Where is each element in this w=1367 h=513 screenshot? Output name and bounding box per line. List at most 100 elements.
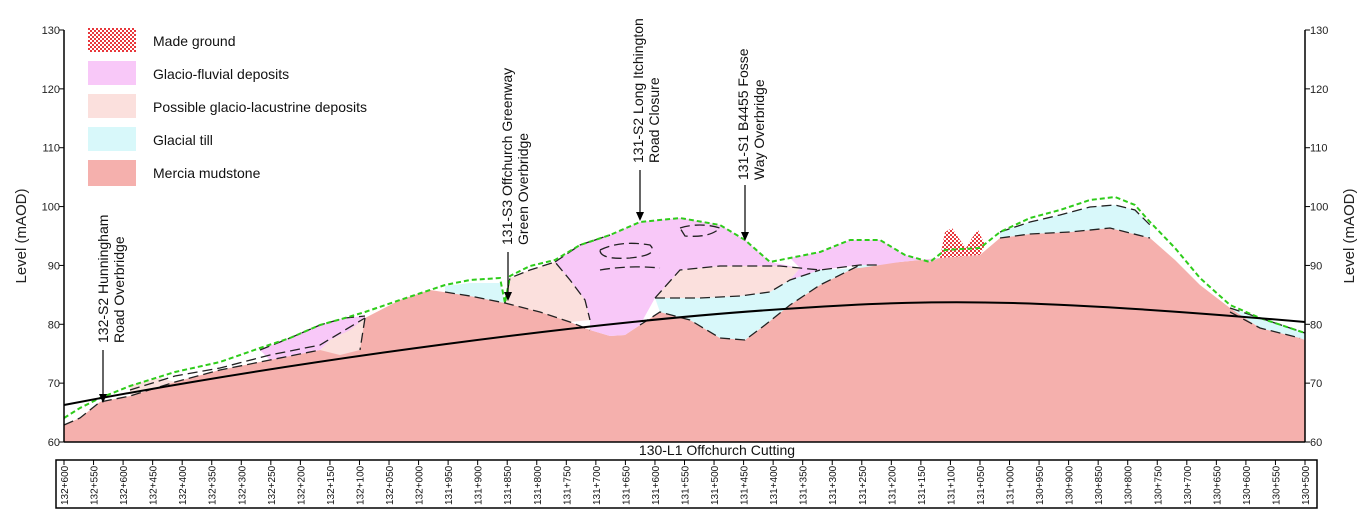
chainage-label: 131+450 — [740, 465, 751, 505]
chainage-label: 132+450 — [149, 465, 160, 505]
chainage-label: 131+700 — [592, 465, 603, 505]
axis-tick-label: 130 — [1310, 25, 1328, 37]
glacial-till-layer — [655, 265, 880, 340]
axis-tick-label: 90 — [1310, 260, 1322, 272]
strata-layers — [64, 205, 1305, 442]
chainage-box — [55, 459, 1318, 509]
chainage-label: 131+200 — [887, 465, 898, 505]
legend: Made ground Glacio-fluvial deposits Poss… — [88, 28, 367, 186]
chainage-label: 131+100 — [946, 465, 957, 505]
axis-tick-label: 90 — [48, 260, 60, 272]
chainage-label: 132+350 — [208, 465, 219, 505]
axis-tick-label: 80 — [1310, 319, 1322, 331]
alignment-line — [63, 301, 1306, 406]
chainage-label: 131+250 — [858, 465, 869, 505]
axis-tick-label: 80 — [48, 319, 60, 331]
chainage-label: 130+600 — [1242, 465, 1253, 505]
legend-swatch-glacio-fluvial — [88, 61, 136, 85]
chainage-label: 130+800 — [1124, 465, 1135, 505]
axis-tick-label: 130 — [42, 25, 60, 37]
chainage-label: 131+600 — [651, 465, 662, 505]
legend-label: Made ground — [153, 33, 236, 49]
section-title: 130-L1 Offchurch Cutting — [639, 442, 795, 458]
legend-label: Glacial till — [153, 132, 213, 148]
callout-label: Green Overbridge — [515, 133, 531, 245]
chainage-label: 132+300 — [237, 465, 248, 505]
mercia-mudstone-layer — [64, 228, 1305, 442]
legend-label: Mercia mudstone — [153, 165, 261, 181]
chainage-label: 131+850 — [503, 465, 514, 505]
chainage-label: 130+950 — [1035, 465, 1046, 505]
chainage-label: 131+950 — [444, 465, 455, 505]
chainage-label: 130+550 — [1271, 465, 1282, 505]
callout-fosse-way: 131-S1 B4455 Fosse Way Overbridge — [735, 48, 767, 241]
legend-label: Glacio-fluvial deposits — [153, 66, 289, 82]
chainage-label: 131+800 — [533, 465, 544, 505]
chainage-label: 132+550 — [90, 465, 101, 505]
axis-tick-label: 100 — [42, 202, 60, 214]
chainage-label: 130+750 — [1153, 465, 1164, 505]
axis-tick-label: 120 — [1310, 84, 1328, 96]
callout-label: 131-S3 Offchurch Greenway — [499, 68, 515, 245]
chainage-label: 131+150 — [917, 465, 928, 505]
chainage-label: 130+850 — [1094, 465, 1105, 505]
axis-tick-label: 120 — [42, 84, 60, 96]
legend-swatch-glacial-till — [88, 127, 136, 151]
axis-tick-label: 60 — [1310, 437, 1322, 449]
chainage-label: 132+600 — [119, 465, 130, 505]
callout-offchurch-greenway: 131-S3 Offchurch Greenway Green Overbrid… — [499, 68, 531, 301]
axis-tick-label: 60 — [48, 437, 60, 449]
glacial-till-layer — [1000, 205, 1150, 238]
callout-label: Road Overbridge — [111, 236, 127, 343]
axis-tick-label: 110 — [42, 143, 60, 155]
axis-tick-label: 100 — [1310, 202, 1328, 214]
right-axis-ticks: 60 70 80 90 100 110 120 130 — [1305, 25, 1328, 449]
chainage-labels: 132+600 132+550 132+600 132+450 132+400 132+3… — [60, 460, 1312, 505]
legend-label: Possible glacio-lacustrine deposits — [153, 99, 367, 115]
chainage-label: 130+650 — [1212, 465, 1223, 505]
chainage-label: 131+300 — [828, 465, 839, 505]
glacio-fluvial-layer — [555, 218, 800, 336]
callout-label: 131-S1 B4455 Fosse — [735, 48, 751, 180]
chainage-label: 131+350 — [799, 465, 810, 505]
chainage-label: 132+600 — [60, 465, 71, 505]
chainage-label: 131+650 — [621, 465, 632, 505]
chainage-label: 131+900 — [474, 465, 485, 505]
chainage-label: 132+100 — [355, 465, 366, 505]
legend-swatch-mercia-mudstone — [88, 160, 136, 186]
right-axis-title: Level (mAOD) — [1341, 188, 1358, 283]
axis-tick-label: 70 — [48, 378, 60, 390]
glacio-fluvial-layer — [260, 316, 365, 360]
chainage-label: 131+000 — [1006, 465, 1017, 505]
ground-surface-line — [63, 195, 1306, 419]
chainage-label: 130+900 — [1065, 465, 1076, 505]
chainage-label: 130+700 — [1183, 465, 1194, 505]
chainage-label: 132+050 — [385, 465, 396, 505]
legend-swatch-made-ground — [88, 28, 136, 52]
glacial-till-layer — [1230, 308, 1305, 340]
chainage-label: 132+150 — [326, 465, 337, 505]
chainage-label: 131+750 — [562, 465, 573, 505]
chainage-label: 131+500 — [710, 465, 721, 505]
callout-label: Way Overbridge — [751, 79, 767, 180]
chainage-label: 130+500 — [1301, 465, 1312, 505]
chainage-label: 132+200 — [296, 465, 307, 505]
glacio-lacustrine-layer — [320, 318, 365, 355]
chainage-label: 132+250 — [267, 465, 278, 505]
glacio-lacustrine-layer — [505, 262, 590, 322]
left-axis-title: Level (mAOD) — [13, 188, 30, 283]
chainage-label: 131+050 — [976, 465, 987, 505]
callout-hunningham: 132-S2 Hunningham Road Overbridge — [95, 215, 127, 403]
callout-label: 131-S2 Long Itchington — [630, 18, 646, 163]
chainage-label: 132+400 — [178, 465, 189, 505]
chainage-label: 131+400 — [769, 465, 780, 505]
callout-label: 132-S2 Hunningham — [95, 215, 111, 343]
made-ground-layer — [940, 228, 985, 258]
glacio-lacustrine-layer — [655, 266, 800, 298]
axis-tick-label: 110 — [1310, 143, 1328, 155]
axis-tick-label: 70 — [1310, 378, 1322, 390]
callout-long-itchington: 131-S2 Long Itchington Road Closure — [630, 18, 662, 221]
callout-label: Road Closure — [646, 77, 662, 163]
chainage-label: 132+000 — [415, 465, 426, 505]
